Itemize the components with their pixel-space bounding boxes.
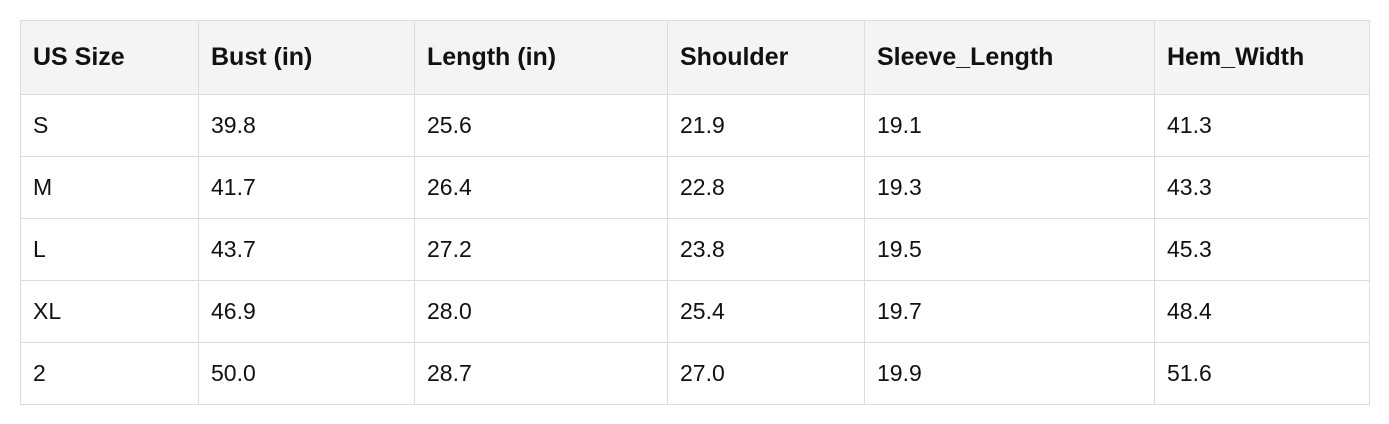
table-row: XL 46.9 28.0 25.4 19.7 48.4 bbox=[20, 280, 1370, 343]
table-cell: 50.0 bbox=[198, 342, 415, 405]
table-cell: 26.4 bbox=[414, 156, 668, 219]
table-cell: 21.9 bbox=[667, 94, 865, 157]
table-header: US Size Bust (in) Length (in) Shoulder Sleev… bbox=[20, 20, 1370, 95]
column-header: Bust (in) bbox=[198, 20, 415, 95]
table-cell: 22.8 bbox=[667, 156, 865, 219]
table-cell: 2 bbox=[20, 342, 199, 405]
table-cell: 19.3 bbox=[864, 156, 1155, 219]
header-row: US Size Bust (in) Length (in) Shoulder Sleev… bbox=[20, 20, 1370, 95]
table-cell: 19.1 bbox=[864, 94, 1155, 157]
column-header: US Size bbox=[20, 20, 199, 95]
table-body: S 39.8 25.6 21.9 19.1 41.3 M 41.7 26.4 22.8 19.3 43… bbox=[20, 94, 1370, 405]
table-row: 2 50.0 28.7 27.0 19.9 51.6 bbox=[20, 342, 1370, 405]
column-header: Hem_Width bbox=[1154, 20, 1370, 95]
table-cell: 41.7 bbox=[198, 156, 415, 219]
table-row: L 43.7 27.2 23.8 19.5 45.3 bbox=[20, 218, 1370, 281]
column-header: Shoulder bbox=[667, 20, 865, 95]
table-cell: 27.0 bbox=[667, 342, 865, 405]
table-cell: S bbox=[20, 94, 199, 157]
column-header: Length (in) bbox=[414, 20, 668, 95]
table-cell: M bbox=[20, 156, 199, 219]
table-cell: 25.4 bbox=[667, 280, 865, 343]
table-cell: 51.6 bbox=[1154, 342, 1370, 405]
table-cell: 41.3 bbox=[1154, 94, 1370, 157]
table-row: S 39.8 25.6 21.9 19.1 41.3 bbox=[20, 94, 1370, 157]
table-wrapper: US Size Bust (in) Length (in) Shoulder Sleev… bbox=[20, 20, 1370, 405]
table-cell: L bbox=[20, 218, 199, 281]
table-cell: 19.9 bbox=[864, 342, 1155, 405]
table-cell: 28.7 bbox=[414, 342, 668, 405]
size-table: US Size Bust (in) Length (in) Shoulder Sleev… bbox=[20, 20, 1370, 405]
table-cell: 28.0 bbox=[414, 280, 668, 343]
table-cell: 19.7 bbox=[864, 280, 1155, 343]
table-cell: 25.6 bbox=[414, 94, 668, 157]
table-cell: 48.4 bbox=[1154, 280, 1370, 343]
table-cell: 43.3 bbox=[1154, 156, 1370, 219]
column-header: Sleeve_Length bbox=[864, 20, 1155, 95]
table-cell: 27.2 bbox=[414, 218, 668, 281]
table-cell: 19.5 bbox=[864, 218, 1155, 281]
table-cell: 23.8 bbox=[667, 218, 865, 281]
table-cell: 46.9 bbox=[198, 280, 415, 343]
table-cell: 43.7 bbox=[198, 218, 415, 281]
table-row: M 41.7 26.4 22.8 19.3 43.3 bbox=[20, 156, 1370, 219]
table-cell: 39.8 bbox=[198, 94, 415, 157]
table-cell: XL bbox=[20, 280, 199, 343]
table-cell: 45.3 bbox=[1154, 218, 1370, 281]
